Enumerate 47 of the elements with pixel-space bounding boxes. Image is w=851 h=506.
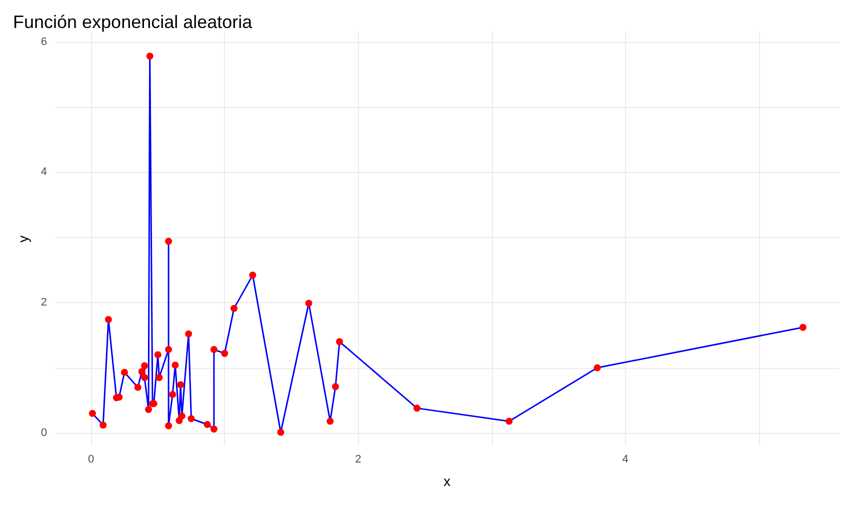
point — [188, 415, 195, 422]
y-tick-label: 6 — [40, 36, 48, 48]
point — [413, 404, 420, 412]
x-tick-label: 4 — [622, 454, 628, 466]
y-tick-label: 0 — [40, 426, 48, 439]
point — [305, 300, 312, 307]
point — [249, 272, 256, 279]
point — [277, 428, 284, 436]
point — [165, 422, 172, 430]
point — [326, 418, 334, 425]
point — [230, 304, 238, 312]
point — [506, 418, 513, 425]
y-axis-title: y — [15, 236, 31, 242]
x-tick-label: 0 — [88, 454, 94, 466]
point — [204, 420, 211, 428]
point — [120, 368, 128, 376]
y-tick-label: 4 — [40, 166, 48, 178]
point — [146, 52, 154, 60]
point — [169, 390, 176, 398]
point — [210, 426, 218, 433]
point — [594, 364, 601, 372]
point — [138, 368, 146, 376]
y-tick-label: 2 — [40, 296, 48, 309]
point — [172, 362, 179, 369]
point — [332, 383, 339, 390]
point — [177, 381, 184, 388]
x-tick-label: 2 — [355, 454, 362, 466]
chart-title: Función exponencial aleatoria — [13, 12, 254, 32]
point — [178, 412, 186, 420]
point — [165, 238, 172, 245]
point — [88, 410, 96, 417]
point — [165, 346, 172, 354]
point — [104, 316, 112, 324]
point — [100, 422, 107, 429]
point — [116, 394, 123, 401]
point — [221, 350, 228, 357]
point — [134, 384, 142, 391]
point — [141, 374, 148, 382]
point — [154, 351, 162, 358]
point — [336, 338, 343, 346]
point — [141, 362, 148, 370]
point — [185, 330, 192, 338]
point — [799, 324, 806, 331]
point — [145, 406, 152, 413]
point — [156, 374, 163, 382]
x-axis-title: x — [444, 473, 451, 489]
point — [210, 346, 218, 354]
